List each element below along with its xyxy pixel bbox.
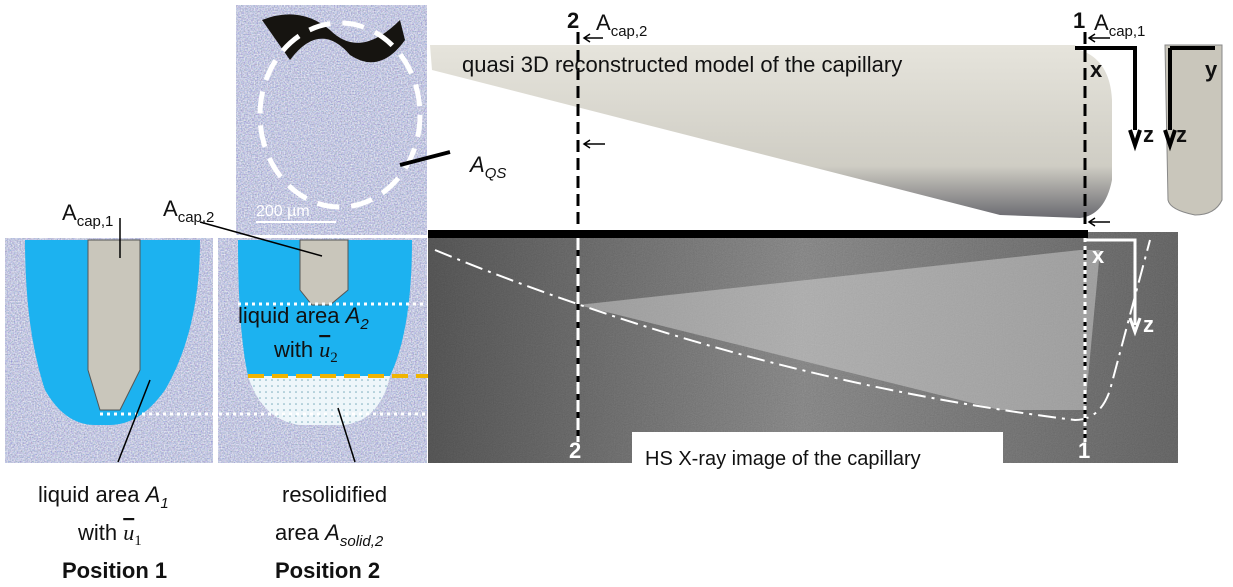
- label-text: with: [77, 520, 117, 545]
- subscript: QS: [485, 165, 507, 182]
- acap-label: Acap,1: [62, 200, 113, 230]
- subscript: cap,2: [611, 23, 648, 40]
- acap-label: Acap,1: [1094, 10, 1145, 40]
- symbol: A: [344, 303, 361, 328]
- subscript: 1: [134, 533, 142, 549]
- section-label: 2: [569, 438, 581, 463]
- symbol: u: [123, 520, 134, 545]
- symbol: A: [323, 520, 340, 545]
- axis-label: x: [1092, 243, 1105, 268]
- figure: 2 Acap,2 1 Acap,1 quasi 3D reconstructed…: [0, 0, 1233, 587]
- scale-label: 200 µm: [256, 203, 310, 220]
- symbol: A: [468, 152, 485, 177]
- section-label: 1: [1073, 8, 1085, 33]
- symbol: A: [62, 200, 77, 225]
- section-label: 1: [1078, 438, 1090, 463]
- liquid-label: liquid area A1: [38, 482, 169, 512]
- velocity-label: with u2: [273, 337, 338, 366]
- axis-label: x: [1090, 57, 1103, 82]
- subscript: cap,1: [77, 213, 114, 230]
- symbol: u: [319, 337, 330, 362]
- capillary-1: [88, 240, 140, 410]
- axis-label: y: [1205, 57, 1218, 82]
- subscript: 1: [160, 495, 168, 512]
- xray-title: HS X-ray image of the capillary: [645, 448, 921, 470]
- label-text: with: [273, 337, 313, 362]
- subscript: cap,2: [178, 209, 215, 226]
- symbol: A: [144, 482, 161, 507]
- label-text: liquid area: [238, 303, 340, 328]
- section-label: 2: [567, 8, 579, 33]
- position-label: Position 2: [275, 558, 380, 583]
- axis-label: z: [1143, 122, 1154, 147]
- label-text: liquid area: [38, 482, 140, 507]
- axis-label: z: [1176, 122, 1187, 147]
- symbol: A: [1094, 10, 1109, 35]
- position-label: Position 1: [62, 558, 167, 583]
- axis-label: z: [1143, 312, 1154, 337]
- acap-label: Acap,2: [163, 196, 214, 226]
- subscript: 2: [330, 350, 338, 366]
- solid-label: area Asolid,2: [275, 520, 384, 550]
- xray-top-edge: [428, 230, 1088, 238]
- symbol: A: [163, 196, 178, 221]
- resolidified-label: resolidified: [282, 482, 387, 507]
- symbol: A: [596, 10, 611, 35]
- subscript: cap,1: [1109, 23, 1146, 40]
- velocity-label: with u1: [77, 520, 142, 549]
- acap-label: Acap,2: [596, 10, 647, 40]
- subscript: 2: [359, 316, 369, 333]
- aqs-label: AQS: [468, 152, 506, 182]
- capillary-2: [300, 240, 348, 305]
- subscript: solid,2: [340, 533, 384, 550]
- label-text: area: [275, 520, 320, 545]
- model-title: quasi 3D reconstructed model of the capi…: [462, 52, 902, 77]
